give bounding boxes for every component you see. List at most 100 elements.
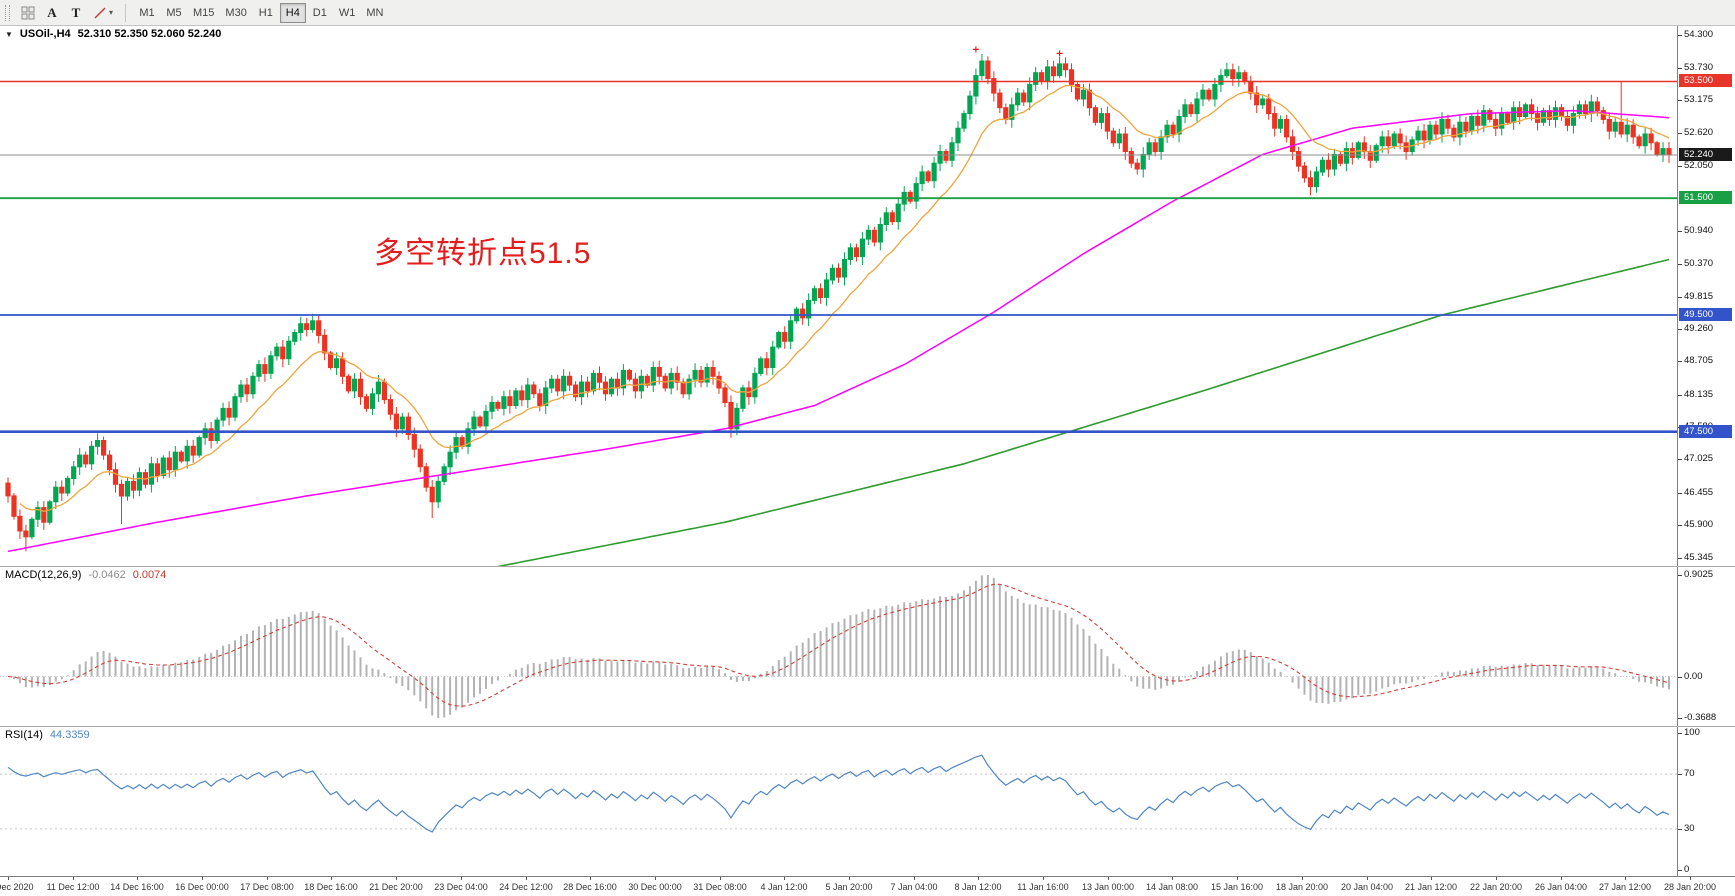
macd-axis-label: -0.3688	[1684, 712, 1717, 723]
chart-templates-button[interactable]	[17, 3, 39, 23]
rsi-tick	[1678, 774, 1682, 775]
price-axis-label: 45.900	[1684, 519, 1714, 530]
price-axis-label: 46.455	[1684, 487, 1714, 498]
timeframe-button-m30[interactable]: M30	[220, 3, 251, 23]
time-axis-label: 14 Dec 16:00	[110, 882, 164, 892]
price-tick	[1678, 100, 1682, 101]
rsi-axis-label: 70	[1684, 768, 1695, 779]
macd-axis-label: 0.9025	[1684, 569, 1714, 580]
macd-signal-value: 0.0074	[132, 569, 167, 581]
price-axis-label: 52.050	[1684, 160, 1714, 171]
price-tick	[1678, 133, 1682, 134]
rsi-tick	[1678, 829, 1682, 830]
time-tick	[1625, 877, 1626, 880]
price-axis-label: 47.025	[1684, 453, 1714, 464]
candles	[5, 54, 1672, 552]
macd-panel[interactable]: MACD(12,26,9) -0.0462 0.0074 0.9025 0.00 -…	[0, 566, 1735, 726]
time-tick	[137, 877, 138, 880]
price-axis-label: 49.815	[1684, 291, 1714, 302]
timeframe-button-h1[interactable]: H1	[253, 3, 279, 23]
time-axis-label: 30 Dec 00:00	[628, 882, 682, 892]
time-axis-label: 27 Jan 12:00	[1598, 882, 1652, 892]
toolbar: A T ▾ M1 M5 M15 M30 H1 H4 D1 W1 MN	[0, 0, 1735, 26]
time-axis-label: 7 Jan 04:00	[890, 882, 938, 892]
macd-plot	[0, 575, 1677, 718]
price-level-badge: 49.500	[1679, 308, 1732, 321]
chart-title-row: ▼ USOil-,H4 52.310 52.350 52.060 52.240	[5, 28, 221, 40]
macd-axis-label: 0.00	[1684, 671, 1703, 682]
timeframe-button-m5[interactable]: M5	[161, 3, 187, 23]
time-axis-label: 18 Dec 16:00	[304, 882, 358, 892]
price-axis-label: 49.260	[1684, 323, 1714, 334]
price-axis-label: 53.730	[1684, 62, 1714, 73]
price-axis-label: 53.175	[1684, 94, 1714, 105]
time-axis[interactable]: 10 Dec 2020 11 Dec 12:00 14 Dec 16:00 16 De…	[0, 876, 1735, 896]
time-axis-label: 26 Jan 04:00	[1534, 882, 1588, 892]
price-tick	[1678, 361, 1682, 362]
time-axis-label: 23 Dec 04:00	[434, 882, 488, 892]
time-tick	[526, 877, 527, 880]
rsi-axis-label: 100	[1684, 727, 1700, 738]
time-tick	[1237, 877, 1238, 880]
time-axis-label: 15 Jan 16:00	[1210, 882, 1264, 892]
drawing-tools-button[interactable]: ▾	[89, 3, 117, 23]
time-axis-label: 24 Dec 12:00	[499, 882, 553, 892]
annotation-text[interactable]: 多空转折点51.5	[374, 237, 592, 270]
time-axis-label: 28 Dec 16:00	[563, 882, 617, 892]
time-tick	[331, 877, 332, 880]
rsi-axis-label: 0	[1684, 864, 1690, 875]
timeframe-button-m1[interactable]: M1	[134, 3, 160, 23]
time-tick	[8, 877, 9, 880]
price-axis-label: 50.940	[1684, 225, 1714, 236]
candlestick-chart	[0, 46, 1677, 566]
timeframe-button-d1[interactable]: D1	[307, 3, 333, 23]
time-tick	[1108, 877, 1109, 880]
rsi-panel[interactable]: RSI(14) 44.3359 100 70 30 0	[0, 726, 1735, 876]
price-level-badge: 51.500	[1679, 191, 1732, 204]
time-tick	[461, 877, 462, 880]
time-tick	[1302, 877, 1303, 880]
text-label-button[interactable]: A	[41, 3, 63, 23]
ohlc-values: 52.310 52.350 52.060 52.240	[77, 28, 222, 40]
grid-squares-icon	[21, 6, 35, 19]
price-tick	[1678, 166, 1682, 167]
current-price-badge: 52.240	[1679, 148, 1732, 161]
time-tick	[1496, 877, 1497, 880]
timeframe-button-m15[interactable]: M15	[188, 3, 219, 23]
toolbar-drag-handle[interactable]	[5, 4, 10, 21]
price-tick	[1678, 231, 1682, 232]
macd-label: MACD(12,26,9)	[5, 569, 82, 581]
main-chart-panel[interactable]: ▼ USOil-,H4 52.310 52.350 52.060 52.240 …	[0, 26, 1735, 566]
time-axis-label: 8 Jan 12:00	[954, 882, 1002, 892]
macd-axis: 0.9025 0.00 -0.3688	[1677, 567, 1735, 726]
price-tick	[1678, 68, 1682, 69]
time-tick	[202, 877, 203, 880]
trendline-icon	[94, 6, 106, 19]
rsi-tick	[1678, 870, 1682, 871]
price-axis[interactable]: 54.300 53.730 53.175 52.620 52.050 50.940 50.3…	[1677, 26, 1735, 566]
time-axis-label: 31 Dec 08:00	[693, 882, 747, 892]
time-tick	[1431, 877, 1432, 880]
time-axis-label: 22 Jan 20:00	[1469, 882, 1523, 892]
rsi-levels	[0, 773, 1677, 830]
text-tool-button[interactable]: T	[65, 3, 87, 23]
toolbar-separator	[125, 3, 127, 22]
timeframe-group: M1 M5 M15 M30 H1 H4 D1 W1 MN	[134, 2, 388, 23]
rsi-line	[7, 754, 1670, 833]
time-tick	[1367, 877, 1368, 880]
timeframe-button-mn[interactable]: MN	[361, 3, 388, 23]
symbol-timeframe-label: USOil-,H4	[19, 28, 71, 40]
price-tick	[1678, 297, 1682, 298]
time-axis-label: 16 Dec 00:00	[175, 882, 229, 892]
rsi-tick	[1678, 733, 1682, 734]
macd-signal-line	[7, 583, 1670, 707]
time-axis-label: 17 Dec 08:00	[240, 882, 294, 892]
time-axis-label: 10 Dec 2020	[0, 882, 34, 892]
timeframe-button-w1[interactable]: W1	[334, 3, 361, 23]
time-axis-label: 21 Dec 20:00	[369, 882, 423, 892]
price-axis-label: 48.705	[1684, 355, 1714, 366]
time-axis-label: 14 Jan 08:00	[1145, 882, 1199, 892]
timeframe-button-h4[interactable]: H4	[279, 2, 306, 23]
chart-shift-icon[interactable]: ▼	[5, 29, 13, 39]
